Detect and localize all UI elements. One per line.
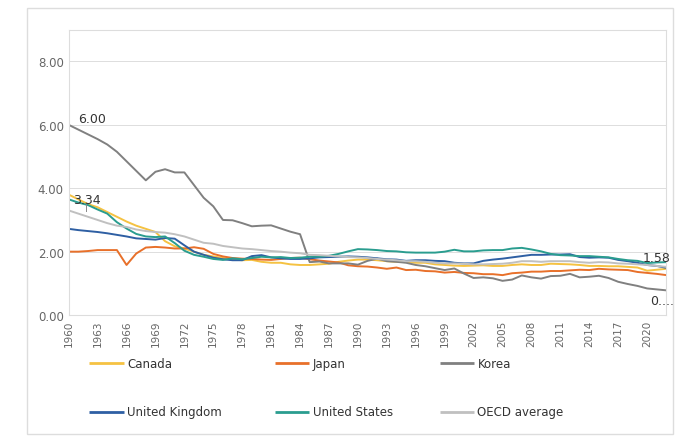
Japan <box>662 273 671 278</box>
Line: Korea: Korea <box>69 126 666 291</box>
Text: 6.00: 6.00 <box>78 113 106 125</box>
OECD average <box>344 255 352 260</box>
Japan <box>498 273 506 278</box>
United States <box>653 260 661 265</box>
Canada <box>363 258 372 263</box>
Japan <box>488 272 497 277</box>
Canada <box>643 268 651 274</box>
Text: 0....: 0.... <box>650 294 674 307</box>
Line: OECD average: OECD average <box>69 211 666 267</box>
Text: Japan: Japan <box>313 357 346 370</box>
United States <box>662 260 671 265</box>
OECD average <box>653 264 661 269</box>
Korea <box>248 224 256 230</box>
Korea <box>65 123 73 128</box>
United States <box>229 256 237 261</box>
Text: United States: United States <box>313 405 393 418</box>
United Kingdom <box>65 227 73 232</box>
Line: Canada: Canada <box>69 195 666 271</box>
OECD average <box>248 247 256 252</box>
Japan <box>238 256 247 261</box>
United States <box>643 261 651 266</box>
Korea <box>363 258 372 264</box>
Text: OECD average: OECD average <box>477 405 564 418</box>
OECD average <box>363 256 372 261</box>
Line: United States: United States <box>69 200 666 264</box>
United States <box>363 247 372 252</box>
Canada <box>653 268 661 273</box>
Line: United Kingdom: United Kingdom <box>69 230 666 268</box>
Japan <box>258 258 266 263</box>
Korea <box>653 287 661 293</box>
Canada <box>344 258 352 264</box>
United Kingdom <box>344 254 352 259</box>
Japan <box>653 272 661 277</box>
United Kingdom <box>229 258 237 263</box>
Text: United Kingdom: United Kingdom <box>127 405 222 418</box>
OECD average <box>662 265 671 270</box>
United States <box>65 197 73 202</box>
Canada <box>248 258 256 263</box>
United States <box>479 248 487 254</box>
Canada <box>229 257 237 262</box>
United Kingdom <box>479 258 487 264</box>
Text: Korea: Korea <box>477 357 511 370</box>
Korea <box>229 218 237 223</box>
United States <box>344 249 352 254</box>
Canada <box>662 267 671 272</box>
United Kingdom <box>653 264 661 269</box>
Line: Japan: Japan <box>69 247 666 276</box>
Japan <box>354 264 362 269</box>
Japan <box>65 250 73 255</box>
OECD average <box>229 245 237 250</box>
OECD average <box>479 262 487 267</box>
Japan <box>151 245 159 250</box>
Text: 1.58: 1.58 <box>642 251 670 264</box>
Text: Canada: Canada <box>127 357 172 370</box>
United States <box>248 256 256 261</box>
Japan <box>373 265 381 271</box>
OECD average <box>65 208 73 214</box>
Canada <box>479 263 487 268</box>
Text: 3.34: 3.34 <box>74 193 101 206</box>
Korea <box>344 261 352 266</box>
Korea <box>479 275 487 280</box>
United Kingdom <box>363 255 372 261</box>
Canada <box>65 193 73 198</box>
United Kingdom <box>248 254 256 259</box>
Korea <box>662 288 671 293</box>
United Kingdom <box>662 265 671 271</box>
